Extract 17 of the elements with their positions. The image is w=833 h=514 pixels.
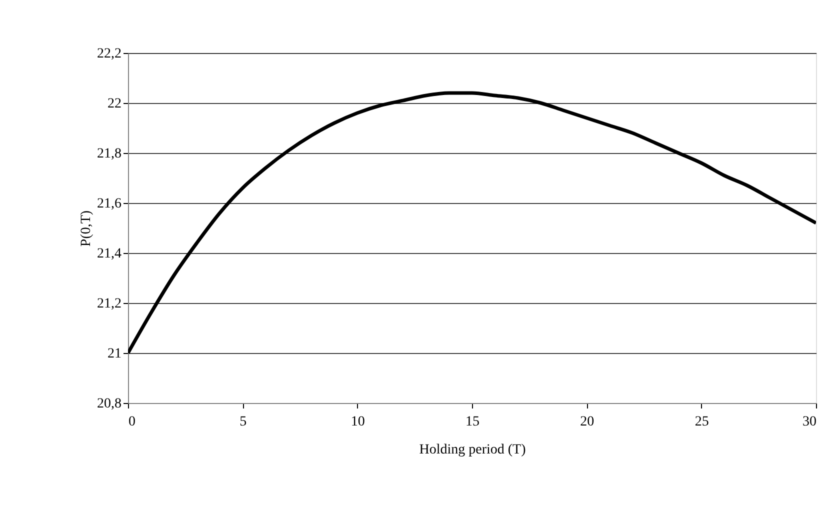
x-tick-label: 0 [128, 414, 136, 430]
y-tick-label: 21,2 [97, 296, 122, 312]
y-tick-label: 21 [108, 346, 122, 362]
y-tick-label: 21,6 [97, 196, 122, 212]
y-tick-label: 21,8 [97, 146, 122, 162]
x-tick-label: 25 [694, 414, 709, 430]
x-tick-label: 20 [580, 414, 594, 430]
y-tick-label: 22,2 [97, 46, 122, 62]
y-axis-title: P(0,T) [79, 210, 94, 247]
x-tick-label: 5 [240, 414, 247, 430]
x-tick-label: 15 [466, 414, 480, 430]
y-tick-label: 22 [108, 96, 122, 112]
y-tick-label: 20,8 [97, 396, 122, 412]
x-tick-label: 30 [802, 414, 816, 430]
x-tick-label: 10 [350, 414, 365, 430]
y-tick-label: 21,4 [97, 246, 122, 262]
x-axis-title: Holding period (T) [419, 442, 526, 458]
